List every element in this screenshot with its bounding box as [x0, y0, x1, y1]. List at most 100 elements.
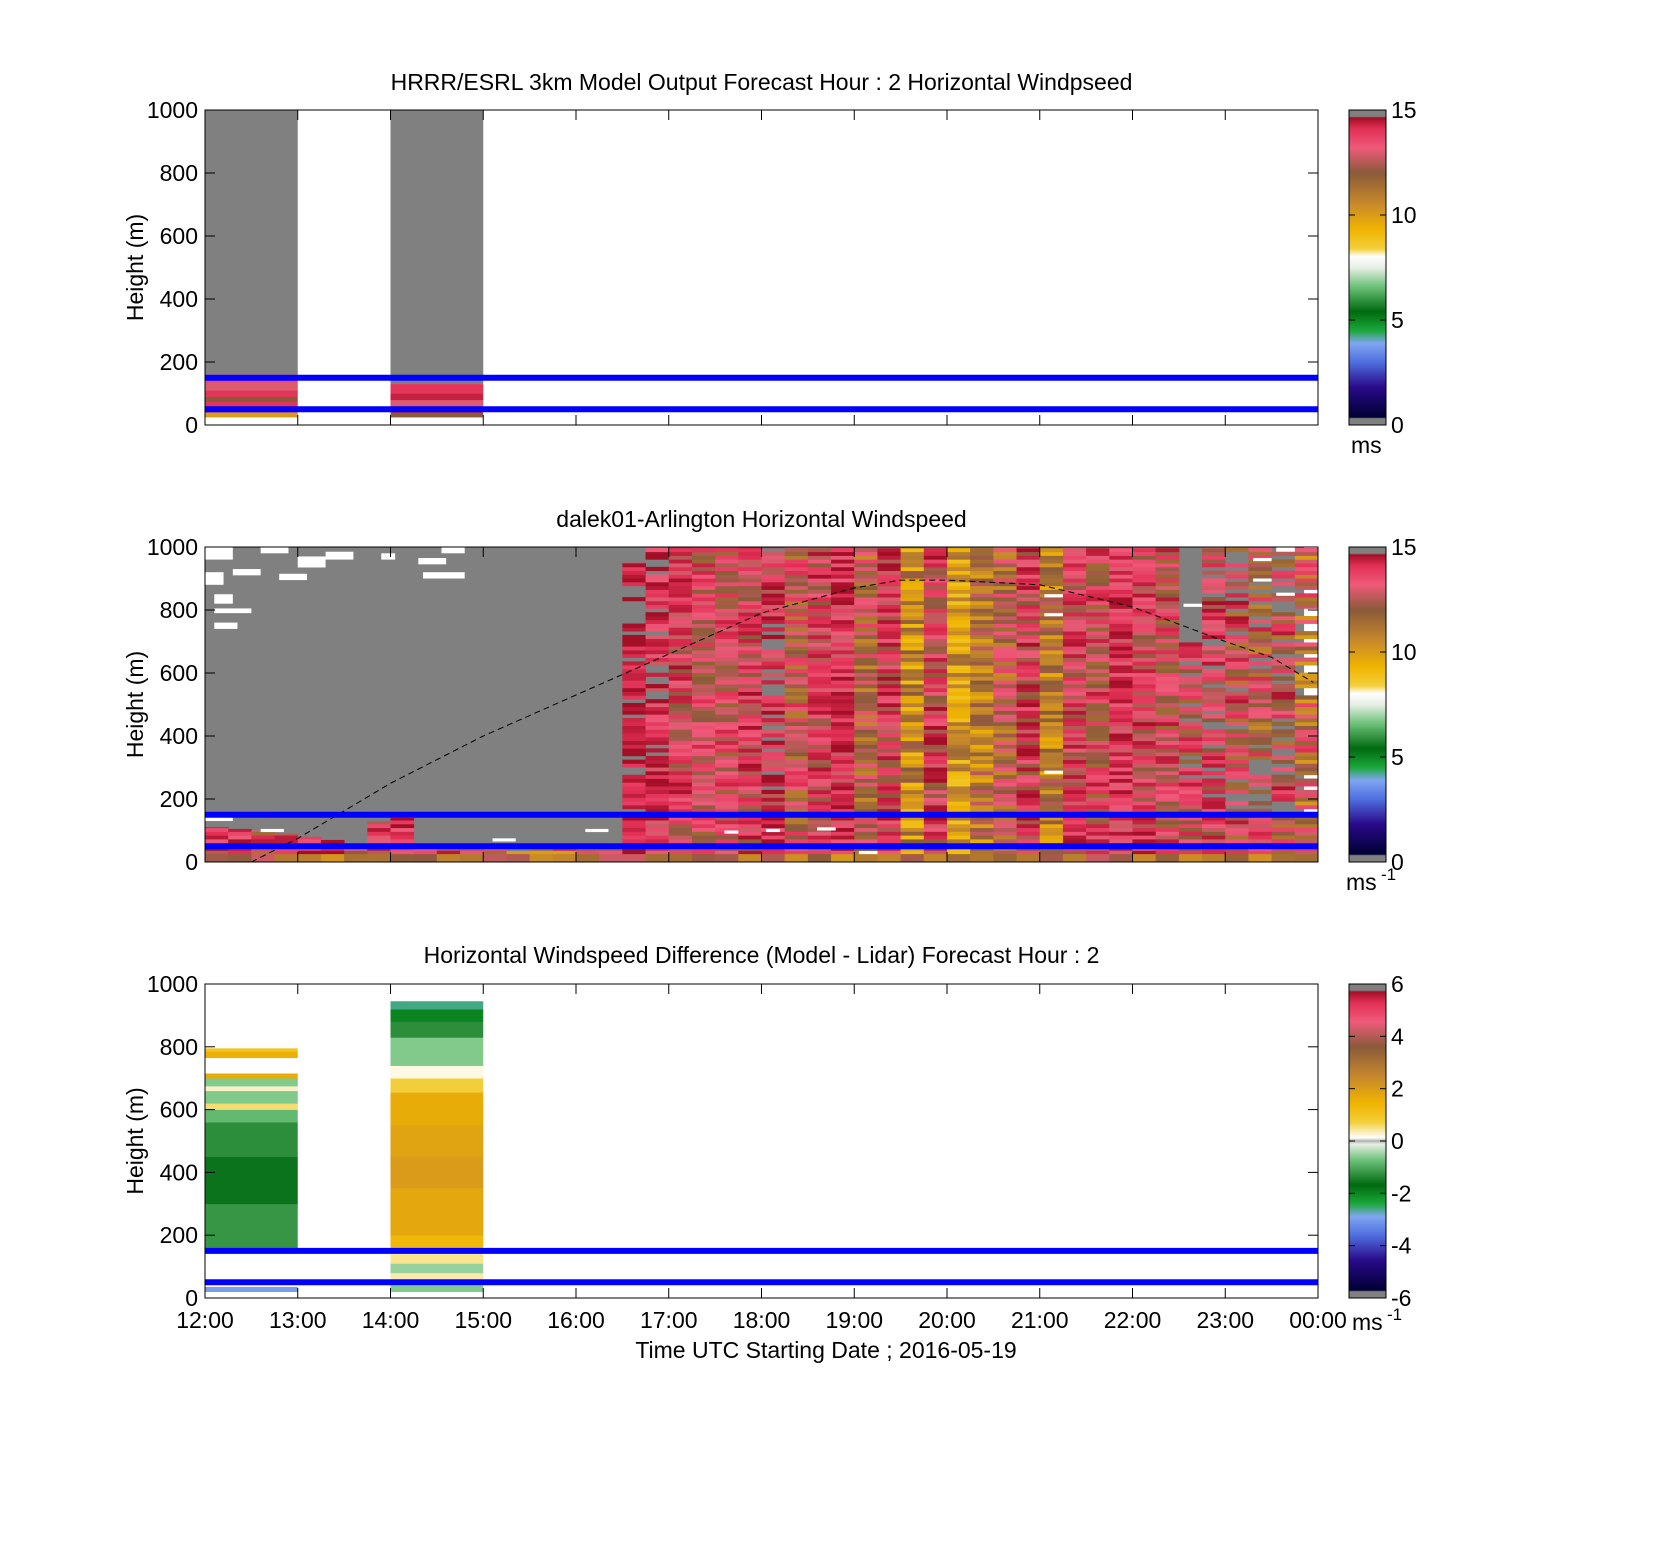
profile-cell	[691, 642, 716, 647]
profile-cell	[970, 597, 994, 602]
surface-cell	[622, 854, 646, 862]
profile-cell	[993, 551, 1017, 556]
profile-cell	[831, 752, 855, 757]
y-tick-label: 400	[160, 1159, 198, 1185]
profile-cell	[1225, 759, 1249, 764]
profile-cell	[1039, 638, 1064, 643]
profile-cell	[1155, 733, 1180, 738]
profile-cell	[970, 653, 994, 658]
profile-cell	[877, 563, 902, 568]
profile-cell	[831, 555, 855, 560]
profile-cell	[1248, 740, 1273, 745]
profile-cell	[807, 816, 832, 821]
profile-cell	[576, 849, 600, 851]
profile-cell	[205, 412, 298, 418]
profile-cell	[1271, 668, 1296, 674]
profile-cell	[738, 729, 762, 734]
profile-cell	[738, 827, 762, 832]
profile-cell	[1086, 801, 1110, 806]
profile-cell	[900, 736, 925, 742]
colorbar-unit: ms	[1351, 432, 1382, 458]
profile-cell	[1178, 770, 1203, 776]
profile-cell	[1271, 551, 1296, 556]
profile-cell	[1294, 744, 1319, 749]
profile-cell	[1109, 604, 1133, 609]
profile-cell	[715, 559, 739, 564]
profile-cell	[205, 827, 229, 829]
profile-cell	[668, 695, 693, 700]
profile-cell	[668, 827, 693, 832]
profile-cell	[390, 817, 415, 821]
surface-cell	[970, 854, 994, 862]
profile-cell	[784, 650, 809, 655]
profile-cell	[691, 600, 716, 606]
profile-cell	[761, 778, 786, 783]
profile-cell	[807, 725, 832, 730]
profile-cell	[854, 695, 878, 700]
profile-cell	[1294, 559, 1319, 564]
profile-cell	[784, 839, 809, 844]
profile-cell	[761, 839, 786, 844]
profile-cell	[668, 831, 693, 836]
profile-cell	[1132, 736, 1157, 742]
profile-cell	[1109, 850, 1133, 855]
profile-cell	[1202, 570, 1226, 575]
profile-cell	[854, 563, 878, 568]
profile-cell	[1225, 831, 1249, 836]
profile-cell	[947, 672, 971, 677]
profile-cell	[738, 782, 762, 787]
profile-cell	[668, 786, 693, 791]
profile-cell	[1271, 767, 1296, 772]
profile-cell	[1155, 782, 1180, 787]
profile-cell	[1086, 752, 1110, 757]
profile-cell	[877, 823, 902, 829]
profile-cell	[1132, 597, 1157, 602]
profile-cell	[900, 661, 925, 666]
profile-cell	[1132, 835, 1157, 840]
profile-cell	[993, 808, 1017, 813]
profile-cell	[807, 668, 832, 674]
profile-cell	[1109, 676, 1133, 681]
profile-cell	[506, 850, 531, 855]
profile-cell	[1155, 804, 1180, 810]
profile-cell	[1016, 566, 1041, 572]
profile-cell	[970, 661, 994, 666]
profile-cell	[923, 695, 948, 700]
profile-cell	[1271, 759, 1296, 764]
profile-cell	[923, 631, 948, 636]
profile-cell	[691, 627, 716, 632]
profile-cell	[970, 786, 994, 791]
profile-cell	[1062, 570, 1087, 575]
profile-cell	[1016, 555, 1041, 560]
profile-cell	[668, 581, 693, 587]
profile-cell	[1225, 835, 1249, 840]
missing-data-patch	[205, 816, 233, 822]
profile-cell	[645, 574, 670, 579]
profile-cell	[1248, 593, 1273, 598]
profile-cell	[1062, 634, 1087, 640]
profile-cell	[1225, 574, 1249, 579]
profile-cell	[390, 1235, 484, 1252]
profile-cell	[1202, 763, 1226, 768]
profile-cell	[1132, 661, 1157, 666]
profile-cell	[1132, 827, 1157, 832]
profile-cell	[1155, 555, 1180, 560]
profile-cell	[205, 1109, 298, 1123]
profile-cell	[622, 823, 646, 829]
profile-cell	[993, 835, 1017, 840]
profile-cell	[622, 827, 646, 832]
profile-cell	[1132, 801, 1157, 806]
profile-cell	[1062, 759, 1087, 764]
profile-cell	[1016, 661, 1041, 666]
profile-cell	[807, 634, 832, 640]
profile-cell	[831, 578, 855, 583]
profile-cell	[715, 706, 739, 711]
profile-cell	[1202, 676, 1226, 681]
profile-cell	[668, 759, 693, 764]
profile-cell	[784, 733, 809, 738]
profile-cell	[947, 593, 971, 598]
profile-cell	[1248, 634, 1273, 640]
profile-cell	[947, 615, 971, 621]
profile-cell	[668, 714, 693, 719]
profile-cell	[1016, 793, 1041, 798]
